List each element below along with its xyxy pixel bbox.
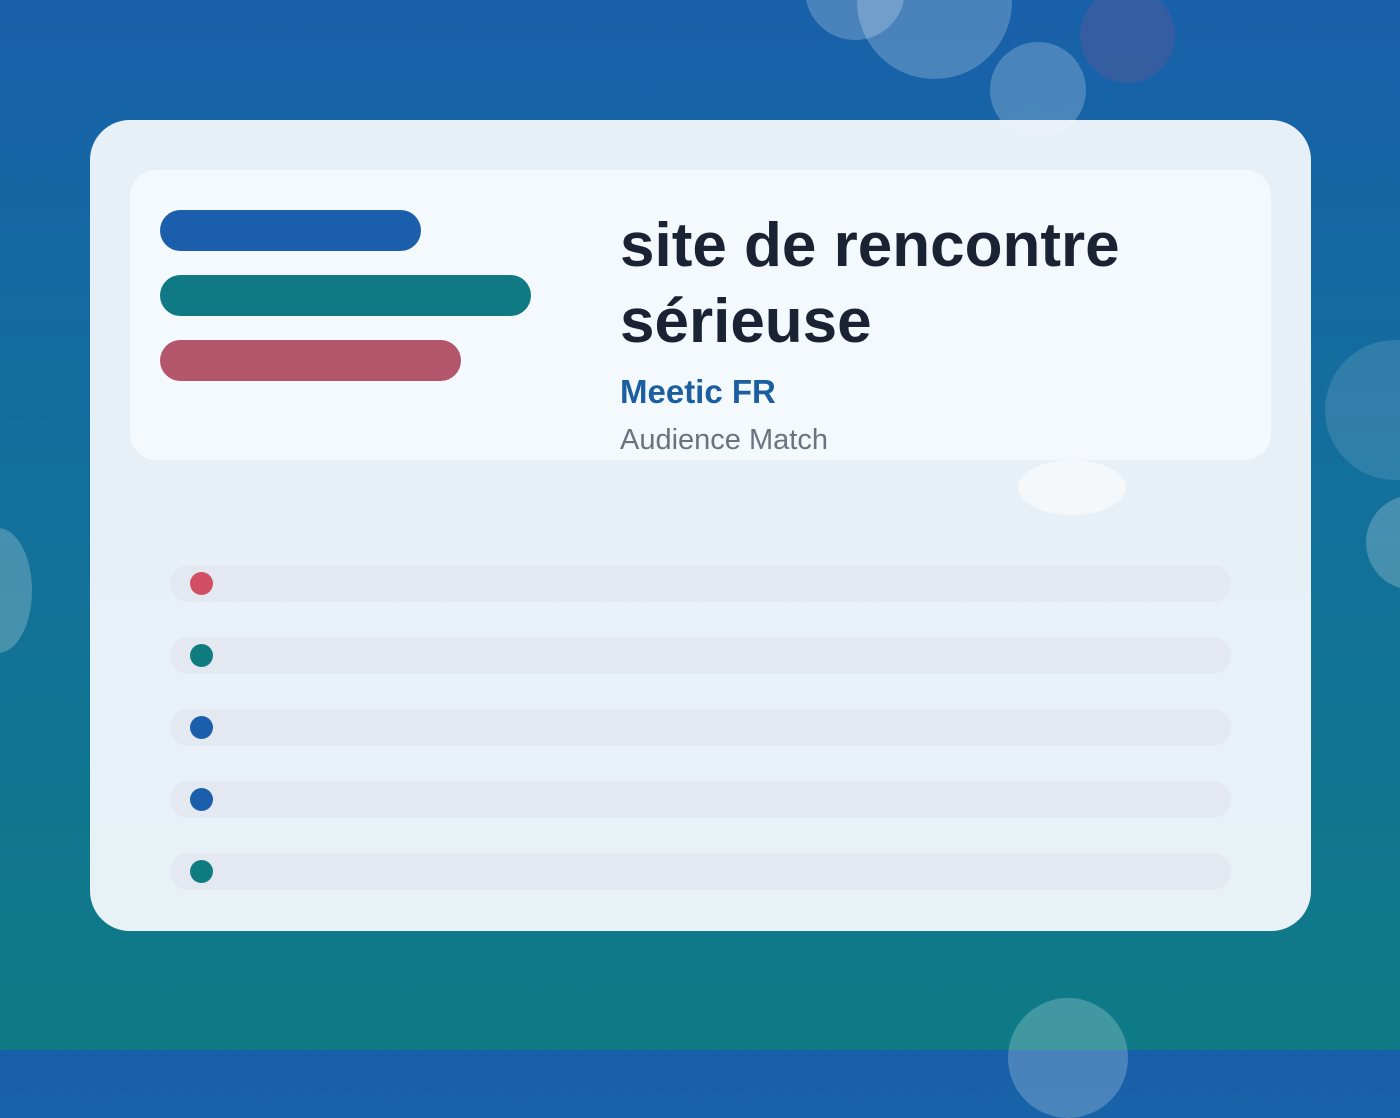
- accent-bar-blue: [160, 210, 421, 251]
- list-item: [170, 709, 1231, 746]
- status-dot-icon: [190, 644, 213, 667]
- list-item: [170, 781, 1231, 818]
- status-dot-icon: [190, 572, 213, 595]
- list-item: [170, 565, 1231, 602]
- decorative-bubble: [0, 528, 32, 653]
- status-dot-icon: [190, 788, 213, 811]
- decorative-bubble: [1008, 998, 1128, 1118]
- accent-bar-teal: [160, 275, 531, 316]
- accent-bar-rose: [160, 340, 461, 381]
- hero-panel: site de rencontre sérieuse Meetic FR Aud…: [130, 170, 1271, 460]
- decorative-bubble: [1366, 495, 1400, 590]
- brand-name: Meetic FR: [620, 373, 776, 410]
- card-glow: [1018, 460, 1126, 515]
- status-dot-icon: [190, 860, 213, 883]
- main-card: site de rencontre sérieuse Meetic FR Aud…: [90, 120, 1311, 931]
- list-item: [170, 853, 1231, 890]
- list-item: [170, 637, 1231, 674]
- decorative-bubble: [1325, 340, 1400, 480]
- decorative-bubble: [857, 0, 1012, 79]
- status-dot-icon: [190, 716, 213, 739]
- placeholder-list: [170, 565, 1231, 925]
- tagline: Audience Match: [620, 424, 828, 456]
- decorative-bubble: [1080, 0, 1175, 83]
- page-title: site de rencontre sérieuse: [620, 211, 1120, 356]
